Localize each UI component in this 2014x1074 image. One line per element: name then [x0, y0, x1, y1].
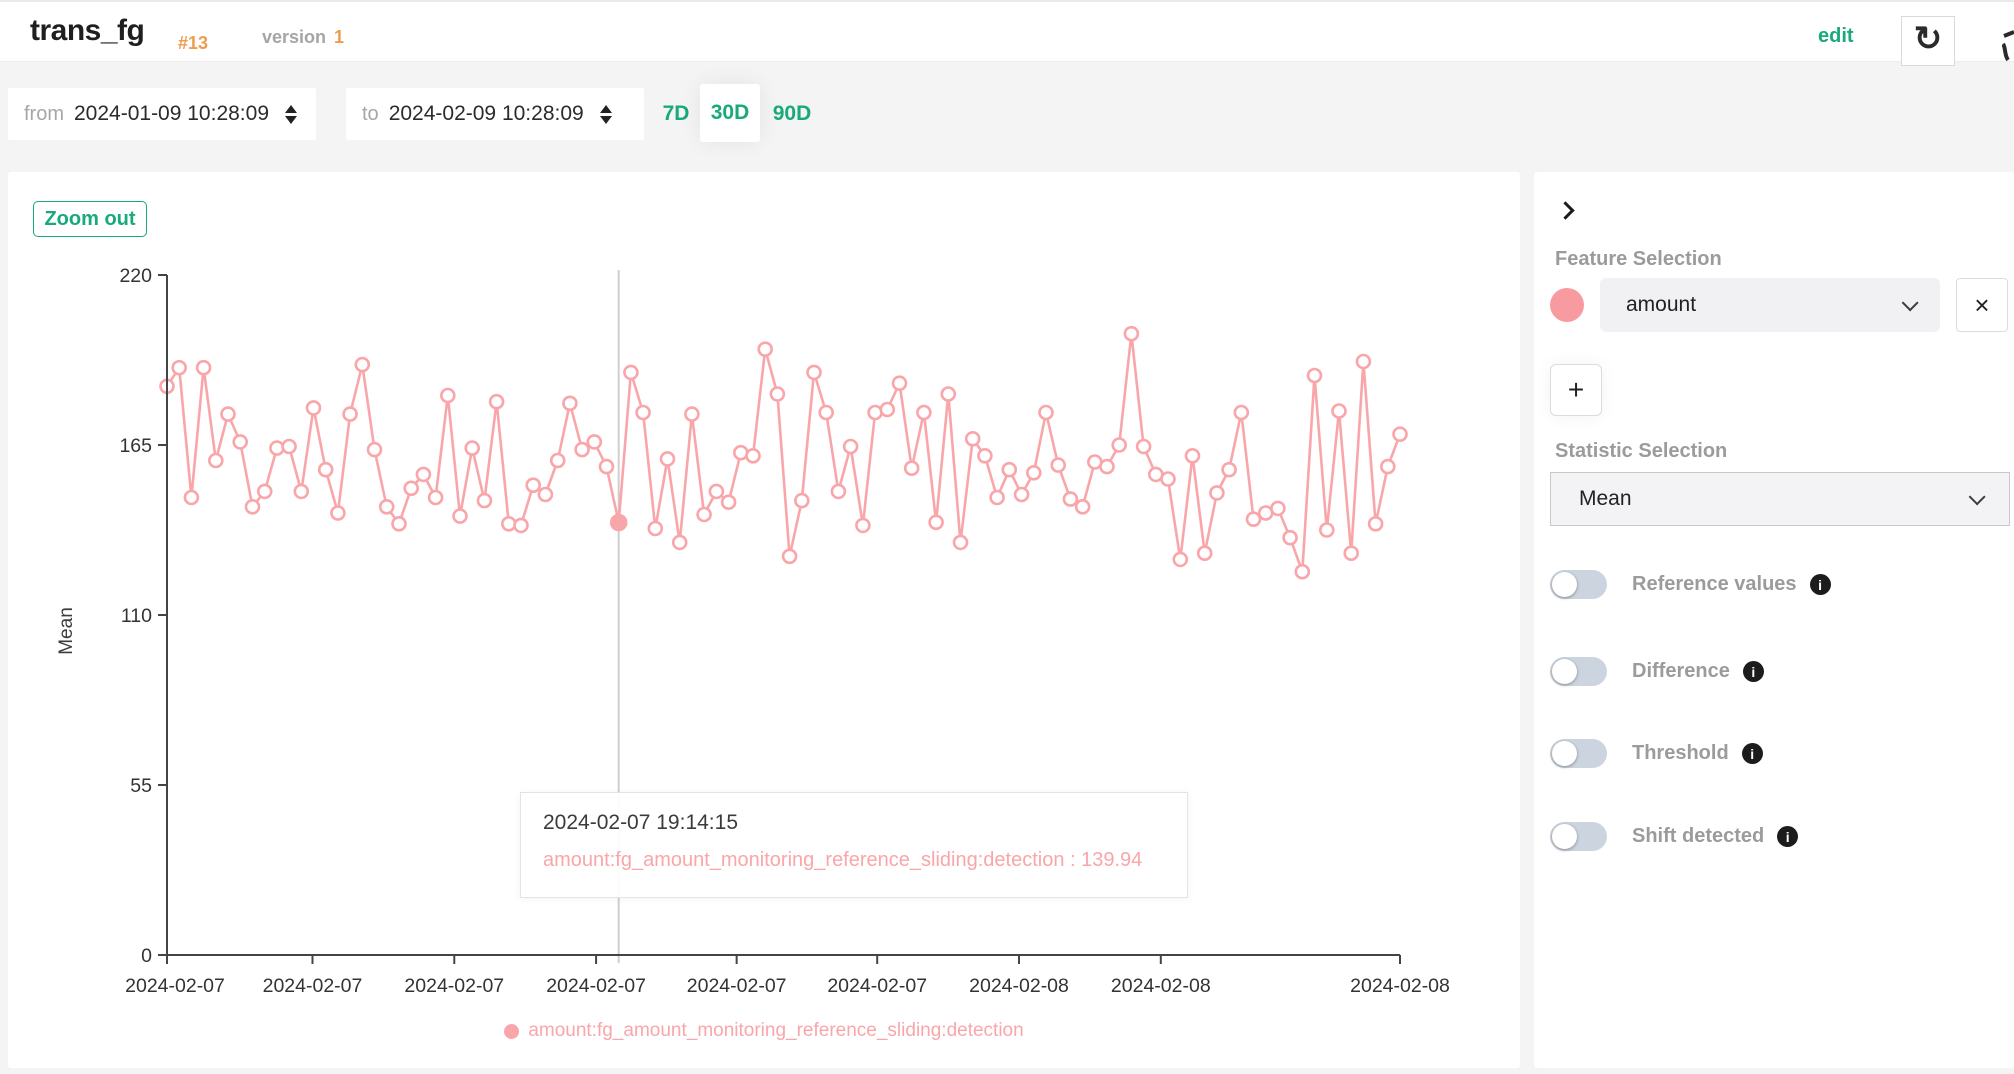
tooltip-timestamp: 2024-02-07 19:14:15: [543, 811, 738, 834]
svg-text:2024-02-08: 2024-02-08: [1350, 975, 1450, 997]
remove-feature-button[interactable]: ×: [1956, 278, 2008, 332]
version-label: version 1: [262, 27, 345, 47]
y-axis-label: Mean: [56, 607, 77, 655]
svg-text:2024-02-07: 2024-02-07: [687, 975, 787, 997]
stepper-down-icon: [599, 115, 612, 124]
toggle-row-difference: Difference i: [1550, 657, 1764, 686]
from-date-picker[interactable]: from 2024-01-09 10:28:09: [8, 88, 316, 140]
svg-text:2024-02-07: 2024-02-07: [827, 975, 927, 997]
toggle-row-reference-values: Reference values i: [1550, 570, 1831, 599]
version-value: 1: [334, 27, 345, 47]
range-button-30d-selected[interactable]: 30D: [700, 84, 760, 142]
svg-text:2024-02-08: 2024-02-08: [1111, 975, 1211, 997]
from-label: from: [24, 102, 64, 125]
difference-toggle[interactable]: [1550, 657, 1607, 686]
legend-dot-icon: [504, 1023, 520, 1039]
chart-legend[interactable]: amount:fg_amount_monitoring_reference_sl…: [8, 1020, 1520, 1042]
app-header: trans_fg #13 version 1 edit ↻: [0, 0, 2014, 66]
toggle-row-threshold: Threshold i: [1550, 739, 1763, 768]
svg-text:2024-02-08: 2024-02-08: [969, 975, 1069, 997]
toggle-label: Difference: [1632, 660, 1730, 682]
mean-line-chart[interactable]: 0 55 110 165 220 2024-02-07 2024-02-07 2024-02-…: [8, 172, 1520, 1068]
statistic-select-dropdown[interactable]: Mean: [1550, 472, 2010, 526]
svg-text:220: 220: [119, 265, 152, 287]
toggle-knob: [1552, 572, 1577, 597]
stepper-up-icon: [599, 104, 612, 113]
page-title: trans_fg: [30, 14, 145, 47]
reference-values-toggle[interactable]: [1550, 570, 1607, 599]
info-icon[interactable]: i: [1741, 743, 1763, 764]
shift-detected-toggle[interactable]: [1550, 822, 1607, 851]
from-date-value: 2024-01-09 10:28:09: [74, 102, 269, 125]
range-button-7d[interactable]: 7D: [662, 102, 690, 125]
settings-sidebar: Feature Selection amount × + Statistic S…: [1534, 172, 2014, 1068]
statistic-selection-heading: Statistic Selection: [1555, 440, 1728, 462]
to-label: to: [362, 102, 379, 125]
refresh-button[interactable]: ↻: [1901, 16, 1955, 66]
chart-panel: 0 55 110 165 220 2024-02-07 2024-02-07 2024-02-…: [8, 172, 1520, 1068]
svg-text:55: 55: [130, 775, 152, 797]
svg-text:0: 0: [141, 945, 152, 967]
refresh-icon: ↻: [1913, 20, 1943, 58]
tooltip-series-value: amount:fg_amount_monitoring_reference_sl…: [543, 849, 1143, 871]
info-icon[interactable]: i: [1809, 574, 1831, 595]
toggle-knob: [1552, 824, 1577, 849]
edit-button[interactable]: edit: [1818, 25, 1854, 47]
toggle-label: Reference values: [1632, 573, 1797, 595]
to-date-stepper[interactable]: [599, 104, 612, 124]
feature-group-id-badge: #13: [178, 33, 209, 53]
svg-text:2024-02-07: 2024-02-07: [404, 975, 504, 997]
legend-label: amount:fg_amount_monitoring_reference_sl…: [528, 1020, 1024, 1041]
toggle-knob: [1552, 741, 1577, 766]
toggle-row-shift-detected: Shift detected i: [1550, 822, 1799, 851]
chart-tooltip: 2024-02-07 19:14:15 amount:fg_amount_mon…: [520, 792, 1188, 898]
zoom-out-button[interactable]: Zoom out: [33, 201, 147, 237]
range-button-90d[interactable]: 90D: [772, 102, 812, 125]
chevron-right-icon: [1556, 201, 1575, 220]
chevron-down-icon: [1968, 488, 1986, 506]
statistic-select-value: Mean: [1579, 487, 1632, 510]
add-feature-button[interactable]: +: [1550, 364, 1602, 416]
stepper-down-icon: [285, 115, 297, 124]
chevron-down-icon: [1901, 294, 1919, 312]
to-date-value: 2024-02-09 10:28:09: [388, 102, 584, 125]
from-date-stepper[interactable]: [285, 104, 297, 124]
info-icon[interactable]: i: [1777, 826, 1799, 847]
svg-text:165: 165: [119, 435, 152, 457]
feature-color-dot: [1550, 288, 1584, 322]
toggle-knob: [1552, 659, 1577, 684]
toggle-label: Shift detected: [1632, 825, 1765, 847]
svg-text:2024-02-07: 2024-02-07: [125, 975, 225, 997]
stepper-up-icon: [285, 104, 297, 113]
collapse-sidebar-button[interactable]: [1556, 198, 1582, 224]
feature-selection-heading: Feature Selection: [1555, 248, 1722, 270]
svg-text:2024-02-07: 2024-02-07: [263, 975, 363, 997]
toggle-label: Threshold: [1632, 742, 1729, 764]
partial-icon: [2002, 30, 2014, 64]
svg-text:110: 110: [121, 605, 152, 627]
feature-select-dropdown[interactable]: amount: [1600, 278, 1940, 332]
svg-text:2024-02-07: 2024-02-07: [546, 975, 646, 997]
info-icon[interactable]: i: [1742, 661, 1764, 682]
to-date-picker[interactable]: to 2024-02-09 10:28:09: [346, 88, 644, 140]
threshold-toggle[interactable]: [1550, 739, 1607, 768]
feature-select-value: amount: [1626, 293, 1697, 316]
